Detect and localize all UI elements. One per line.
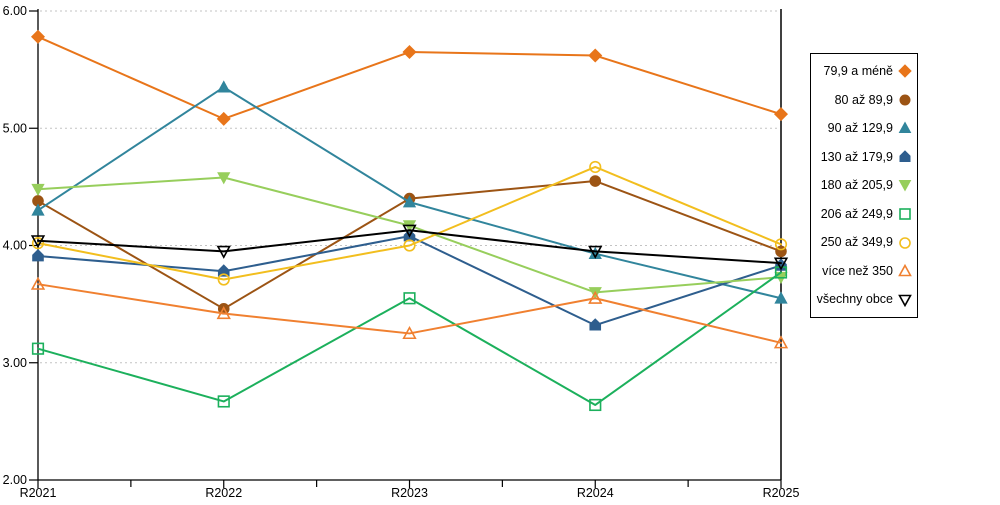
circle-legend-icon — [899, 236, 911, 249]
legend-label: 80 až 89,9 — [834, 92, 893, 107]
legend-label: 250 až 349,9 — [820, 235, 893, 250]
marker-circle — [217, 273, 230, 286]
marker-diamond — [898, 64, 912, 78]
marker-pentagon-up — [32, 249, 44, 262]
x-tick-label: R2025 — [763, 486, 800, 500]
y-tick-label: 2.00 — [3, 473, 27, 487]
legend-label: 79,9 a méně — [823, 64, 894, 79]
triangle-down-legend-icon — [898, 294, 912, 307]
legend-item-9: všechny obce — [811, 293, 917, 307]
series-line — [37, 229, 782, 265]
series-line — [37, 165, 782, 281]
marker-circle — [31, 237, 45, 250]
marker-circle — [899, 236, 911, 249]
legend-label: více než 350 — [822, 263, 893, 278]
marker-triangle-down — [773, 257, 789, 271]
legend-item-4: 130 až 179,9 — [811, 150, 917, 164]
series-line — [37, 283, 782, 344]
series-3 — [31, 80, 788, 304]
marker-triangle-up — [402, 195, 417, 208]
marker-triangle-down — [31, 183, 45, 197]
legend-item-8: více než 350 — [811, 264, 917, 278]
marker-diamond — [588, 48, 603, 63]
series-9 — [30, 224, 789, 271]
series-1 — [30, 29, 789, 126]
legend-label: 130 až 179,9 — [820, 149, 893, 164]
legend-item-5: 180 až 205,9 — [811, 178, 917, 192]
marker-pentagon-up — [589, 318, 602, 331]
legend-item-6: 206 až 249,9 — [811, 207, 917, 221]
marker-triangle-down — [898, 180, 912, 192]
marker-triangle-down — [402, 224, 417, 238]
marker-square — [217, 395, 230, 408]
legend-label: všechny obce — [816, 292, 893, 307]
series-8 — [30, 276, 789, 349]
x-tick-label: R2021 — [20, 486, 57, 500]
marker-diamond — [30, 29, 46, 44]
circle-legend-icon — [899, 94, 911, 106]
series-6 — [31, 266, 788, 412]
marker-triangle-up — [773, 335, 789, 349]
y-tick-label: 3.00 — [3, 356, 27, 370]
marker-triangle-up — [30, 276, 46, 290]
marker-square — [774, 266, 788, 279]
y-tick-label: 6.00 — [3, 4, 27, 18]
marker-circle — [899, 94, 911, 106]
series-line — [37, 271, 782, 406]
marker-triangle-down — [898, 294, 912, 307]
marker-triangle-up — [402, 325, 417, 340]
legend-label: 90 až 129,9 — [827, 121, 893, 136]
marker-triangle-up — [216, 306, 231, 320]
marker-square — [31, 342, 45, 355]
marker-triangle-down — [588, 245, 603, 259]
marker-triangle-down — [30, 235, 46, 249]
triangle-up-legend-icon — [898, 121, 912, 134]
marker-triangle-up — [898, 264, 912, 277]
marker-circle — [403, 239, 416, 252]
marker-square — [589, 398, 602, 412]
marker-triangle-up — [898, 121, 912, 134]
marker-triangle-down — [217, 172, 231, 185]
legend-item-2: 80 až 89,9 — [811, 93, 917, 107]
triangle-up-legend-icon — [898, 264, 912, 277]
square-legend-icon — [899, 208, 911, 220]
legend-label: 206 až 249,9 — [820, 206, 893, 221]
marker-pentagon-up — [217, 264, 230, 277]
marker-circle — [589, 175, 602, 187]
diamond-legend-icon — [898, 64, 912, 78]
marker-square — [403, 292, 416, 305]
legend: 79,9 a méně 80 až 89,9 90 až 129,9 130 až 1… — [810, 53, 918, 318]
y-tick-label: 5.00 — [3, 121, 27, 135]
marker-circle — [774, 238, 788, 251]
legend-label: 180 až 205,9 — [820, 178, 893, 193]
marker-diamond — [773, 107, 789, 122]
triangle-down-legend-icon — [898, 180, 912, 192]
legend-item-7: 250 až 349,9 — [811, 236, 917, 250]
y-tick-label: 4.00 — [3, 239, 27, 253]
marker-pentagon-up — [899, 150, 911, 162]
marker-triangle-up — [217, 80, 231, 93]
pentagon-up-legend-icon — [899, 150, 911, 162]
x-tick-label: R2022 — [205, 486, 242, 500]
series-7 — [31, 160, 788, 286]
marker-square — [899, 208, 911, 220]
marker-triangle-up — [588, 290, 603, 304]
marker-triangle-down — [216, 245, 231, 259]
legend-item-3: 90 až 129,9 — [811, 121, 917, 135]
marker-triangle-up — [31, 203, 45, 216]
marker-diamond — [216, 111, 231, 126]
marker-diamond — [402, 45, 417, 60]
marker-triangle-up — [774, 291, 788, 304]
legend-item-1: 79,9 a méně — [811, 64, 917, 78]
x-tick-label: R2024 — [577, 486, 614, 500]
marker-circle — [589, 160, 602, 174]
x-tick-label: R2023 — [391, 486, 428, 500]
series-line — [37, 235, 782, 327]
